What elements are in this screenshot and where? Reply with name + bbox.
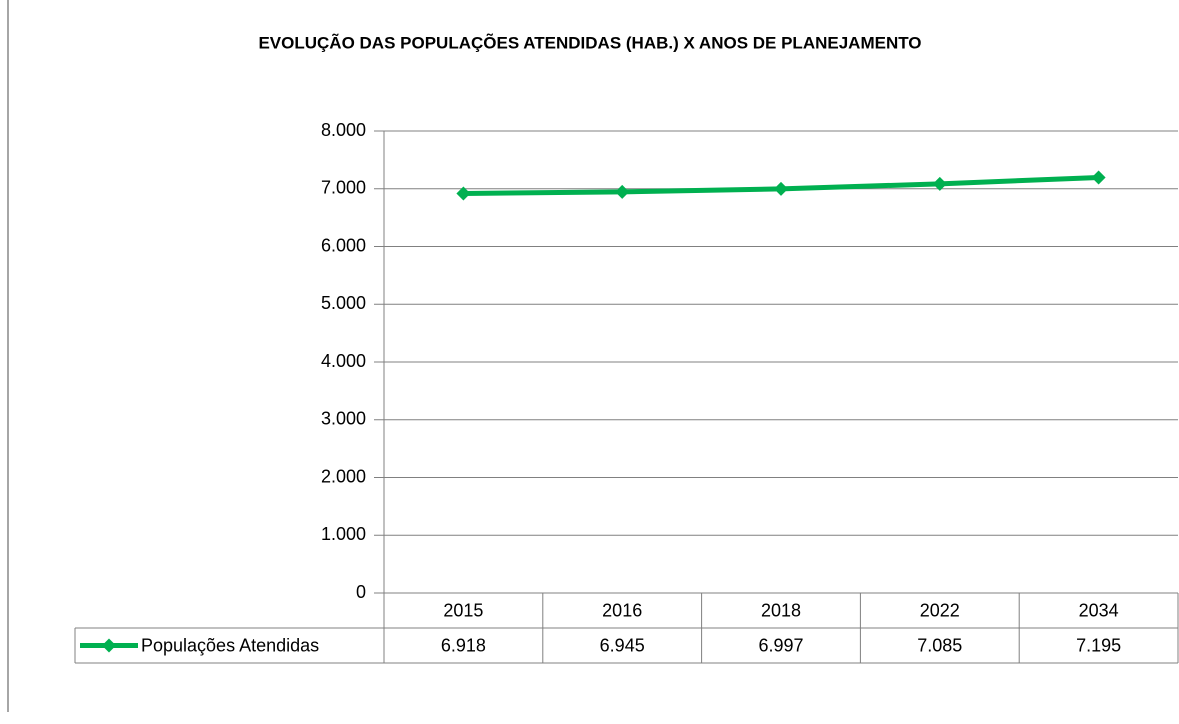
legend-symbol bbox=[102, 638, 116, 653]
y-tick-label: 3.000 bbox=[321, 409, 366, 429]
x-tick-label: 2034 bbox=[1079, 600, 1119, 620]
y-tick-label: 6.000 bbox=[321, 235, 366, 255]
x-tick-label: 2016 bbox=[602, 600, 642, 620]
y-tick-label: 4.000 bbox=[321, 351, 366, 371]
y-tick-label: 8.000 bbox=[321, 120, 366, 140]
data-point bbox=[774, 181, 788, 196]
data-point bbox=[1091, 170, 1106, 185]
x-tick-label: 2015 bbox=[443, 600, 483, 620]
data-point bbox=[932, 176, 947, 191]
data-point bbox=[615, 184, 630, 199]
x-tick-label: 2018 bbox=[761, 600, 801, 620]
x-tick-label: 2022 bbox=[920, 600, 960, 620]
data-table-value: 6.918 bbox=[441, 635, 486, 655]
y-tick-label: 1.000 bbox=[321, 524, 366, 544]
data-table-value: 7.085 bbox=[917, 635, 962, 655]
data-table-value: 6.945 bbox=[600, 635, 645, 655]
y-tick-label: 7.000 bbox=[321, 178, 366, 198]
y-tick-label: 2.000 bbox=[321, 466, 366, 486]
data-table-value: 7.195 bbox=[1076, 635, 1121, 655]
chart-title: EVOLUÇÃO DAS POPULAÇÕES ATENDIDAS (HAB.)… bbox=[258, 32, 921, 52]
y-tick-label: 0 bbox=[356, 582, 366, 602]
y-tick-label: 5.000 bbox=[321, 293, 366, 313]
legend-label: Populações Atendidas bbox=[141, 635, 319, 655]
data-table-value: 6.997 bbox=[758, 635, 803, 655]
data-point bbox=[456, 186, 471, 201]
